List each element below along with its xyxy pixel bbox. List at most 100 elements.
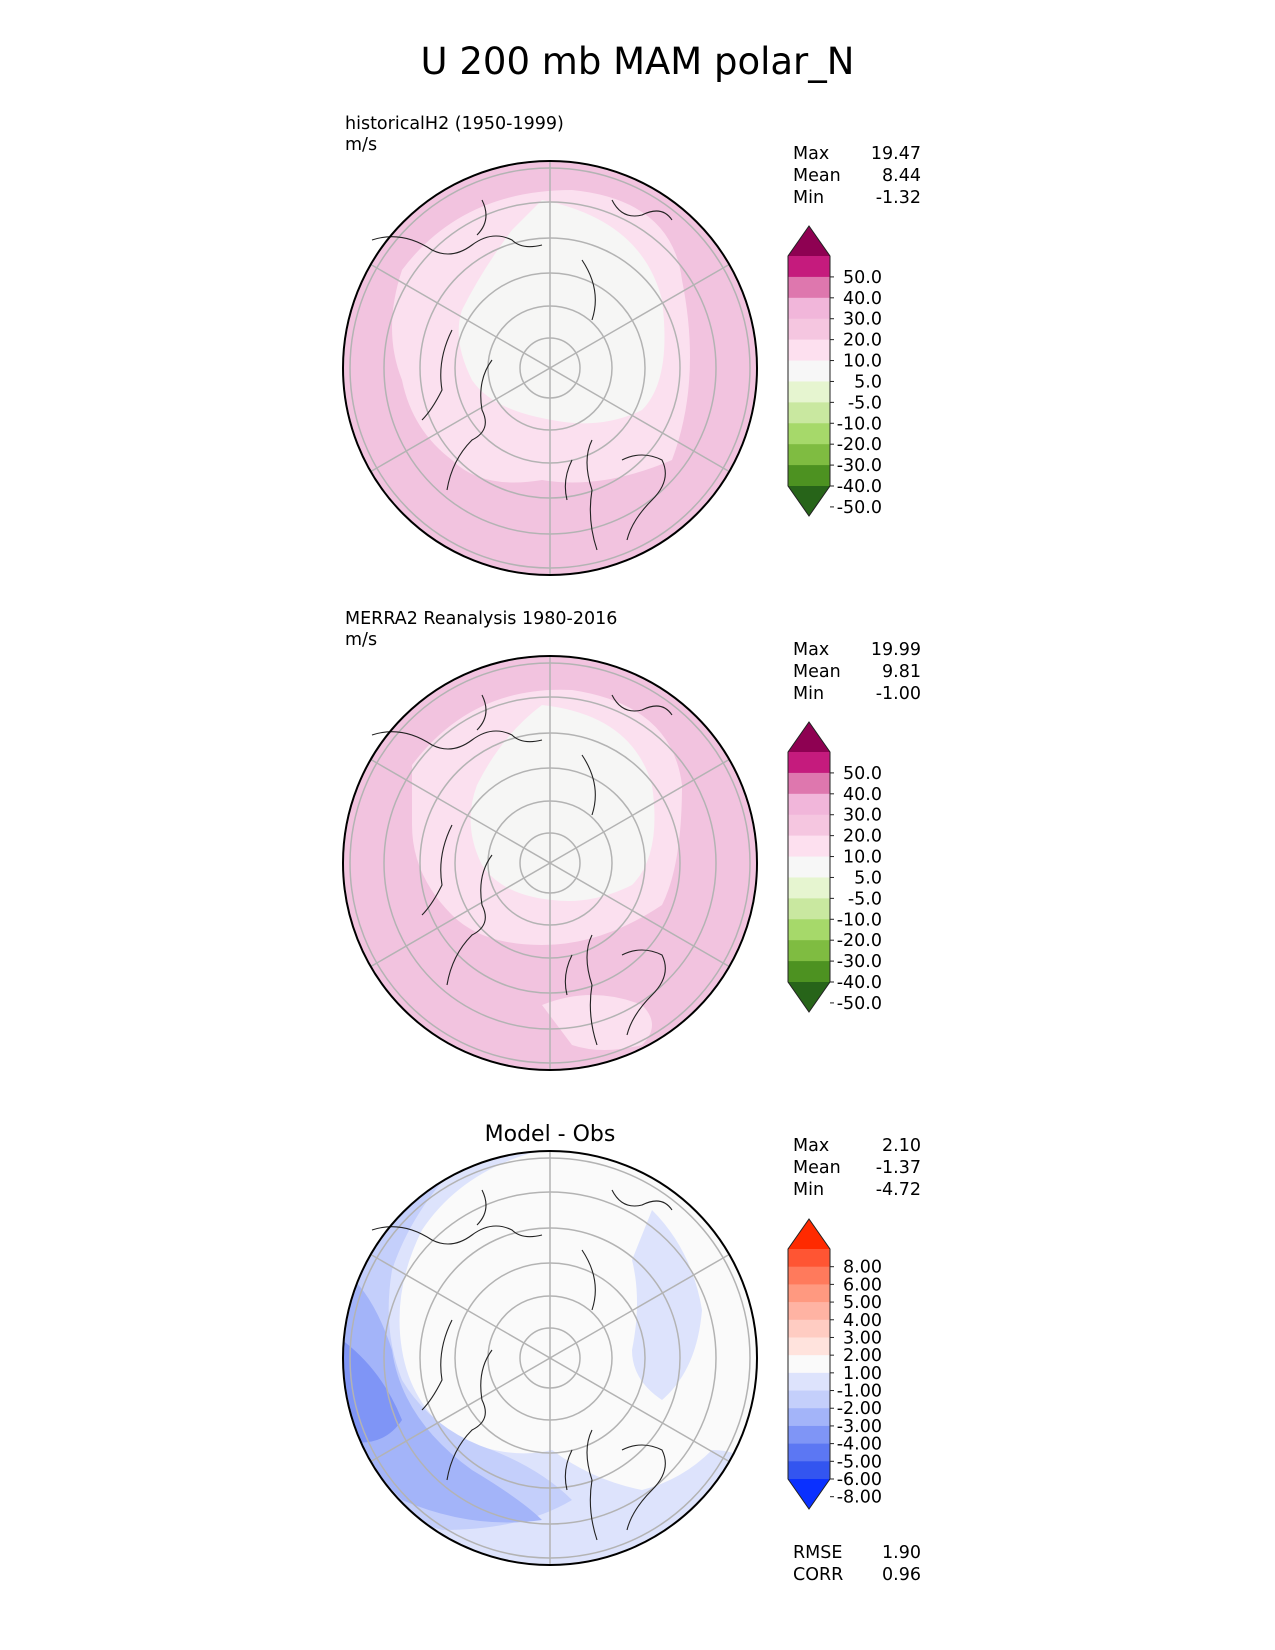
panel1-colorbar-swatch [788,360,830,382]
panel1-colorbar-tick-label: 30.0 [843,310,882,330]
panel3-colorbar-tick-label: -8.00 [837,1488,882,1508]
panel1-colorbar-tick-label: -30.0 [837,456,882,476]
panel2-colorbar-tick-label: 50.0 [843,764,882,784]
panel1-colorbar-tick-label: 40.0 [843,289,882,309]
panel3-colorbar-swatch [788,1249,830,1268]
panel3-colorbar-extend-max [788,1219,830,1249]
panel2-colorbar-swatch [788,752,830,774]
panel1-colorbar-tick-label: 5.0 [854,372,882,392]
panel3-colorbar: 8.00 6.00 5.00 4.00 3.00 2.00 1.00 -1.00 -2.00 -3… [787,1218,918,1519]
panel3-colorbar-swatch [788,1284,830,1303]
panel1-colorbar-swatch [788,318,830,341]
panel3-colorbar-tick-label: -5.00 [837,1452,882,1472]
panel1-colorbar-swatch [788,423,830,445]
panel2-colorbar-swatch [788,814,830,837]
panel3-colorbar-tick-label: -1.00 [837,1382,882,1402]
panel3-title: Model - Obs [484,1122,616,1147]
panel1-stats: Max 19.47 Mean 8.44 Min -1.32 [793,144,921,208]
panel3-map [342,1150,758,1566]
panel2-colorbar-svg: 50.040.030.020.010.05.0-5.0-10.0-20.0-30… [787,721,882,1014]
panel3-colorbar-tick-label: -4.00 [837,1435,882,1455]
panel3-colorbar-swatch [788,1302,830,1321]
panel3-stats: Max 2.10 Mean -1.37 Min -4.72 [793,1136,921,1200]
panel1-colorbar-swatch [788,465,830,487]
panel2-colorbar-tick-label: -50.0 [837,994,882,1014]
panel2-colorbar-extend-max [788,722,830,752]
panel1-colorbar-tick-label: -10.0 [837,414,882,434]
panel2-map [342,655,758,1071]
panel3-colorbar-extend-min [788,1479,830,1509]
panel3-map-svg [342,1150,758,1566]
panel1-map-svg [342,160,758,576]
panel1-colorbar-tick-label: -20.0 [837,435,882,455]
panel2-colorbar-swatch [788,961,830,983]
panel3-colorbar-swatch [788,1266,830,1285]
panel2-colorbar-tick-label: 40.0 [843,785,882,805]
panel3-colorbar-tick-label: 4.00 [843,1311,882,1331]
panel1-colorbar-tick-label: -50.0 [837,498,882,518]
panel1-label: historicalH2 (1950-1999) m/s [345,114,564,156]
panel3-colorbar-tick-label: 1.00 [843,1364,882,1384]
panel1-colorbar-tick-label: 50.0 [843,268,882,288]
panel3-colorbar-swatch [788,1443,830,1462]
panel2-colorbar-extend-min [788,982,830,1012]
panel2-colorbar: 50.0 40.0 30.0 20.0 10.0 5.0 -5.0 -10.0 -20.0 -30… [787,721,918,1022]
panel2-colorbar-swatch [788,898,830,920]
panel1-colorbar-swatch [788,444,830,466]
panel3-colorbar-tick-label: 2.00 [843,1346,882,1366]
panel3-colorbar-swatch [788,1355,830,1374]
panel2-colorbar-swatch [788,793,830,816]
panel2-colorbar-swatch [788,940,830,962]
panel1-colorbar-swatch [788,256,830,278]
panel2-colorbar-tick-label: -40.0 [837,973,882,993]
panel2-colorbar-tick-label: -10.0 [837,910,882,930]
panel1-colorbar-extend-min [788,486,830,516]
panel1-colorbar-swatch [788,297,830,320]
panel3-colorbar-tick-label: 5.00 [843,1293,882,1313]
panel1-units: m/s [345,135,378,155]
panel3-metrics: RMSE 1.90 CORR 0.96 [793,1543,921,1585]
panel3-colorbar-tick-label: -2.00 [837,1399,882,1419]
panel3-colorbar-swatch [788,1337,830,1356]
panel2-colorbar-tick-label: -5.0 [848,889,882,909]
panel3-colorbar-tick-label: 3.00 [843,1328,882,1348]
panel2-colorbar-tick-label: 10.0 [843,848,882,868]
panel3-colorbar-swatch [788,1408,830,1427]
panel2-colorbar-swatch [788,919,830,941]
panel2-label-line1: MERRA2 Reanalysis 1980-2016 [345,609,618,629]
panel3-colorbar-swatch [788,1390,830,1409]
panel1-colorbar-tick-label: -40.0 [837,477,882,497]
panel3-colorbar-tick-label: -6.00 [837,1470,882,1490]
panel2-colorbar-swatch [788,835,830,858]
panel3-colorbar-svg: 8.006.005.004.003.002.001.00-1.00-2.00-3… [787,1218,882,1510]
panel1-colorbar-tick-label: -5.0 [848,393,882,413]
panel3-colorbar-swatch [788,1425,830,1445]
panel2-units: m/s [345,630,378,650]
panel2-colorbar-swatch [788,856,830,878]
panel1-colorbar-tick-label: 20.0 [843,331,882,351]
panel1-colorbar-svg: 50.040.030.020.010.05.0-5.0-10.0-20.0-30… [787,225,882,518]
panel1-colorbar-swatch [788,276,830,299]
panel1-label-line1: historicalH2 (1950-1999) [345,114,564,134]
panel2-stats: Max 19.99 Mean 9.81 Min -1.00 [793,640,921,704]
panel1-colorbar: 50.0 40.0 30.0 20.0 10.0 5.0 -5.0 -10.0 -20.0 -30… [787,225,918,526]
panel1-colorbar-swatch [788,402,830,424]
panel2-colorbar-swatch [788,877,830,899]
panel3-colorbar-tick-label: 8.00 [843,1258,882,1278]
panel3-colorbar-swatch [788,1319,830,1338]
panel2-colorbar-tick-label: 20.0 [843,827,882,847]
panel2-colorbar-tick-label: 30.0 [843,806,882,826]
panel3-colorbar-swatch [788,1372,830,1392]
panel1-colorbar-tick-label: 10.0 [843,352,882,372]
panel2-colorbar-tick-label: 5.0 [854,868,882,888]
panel2-colorbar-tick-label: -20.0 [837,931,882,951]
panel1-colorbar-swatch [788,339,830,362]
panel3-colorbar-tick-label: -3.00 [837,1417,882,1437]
panel1-map [342,160,758,576]
panel1-colorbar-extend-max [788,226,830,256]
panel2-map-svg [342,655,758,1071]
figure-title: U 200 mb MAM polar_N [420,40,855,83]
panel2-colorbar-swatch [788,772,830,795]
panel2-label: MERRA2 Reanalysis 1980-2016 m/s [345,609,617,651]
panel3-colorbar-tick-label: 6.00 [843,1275,882,1295]
